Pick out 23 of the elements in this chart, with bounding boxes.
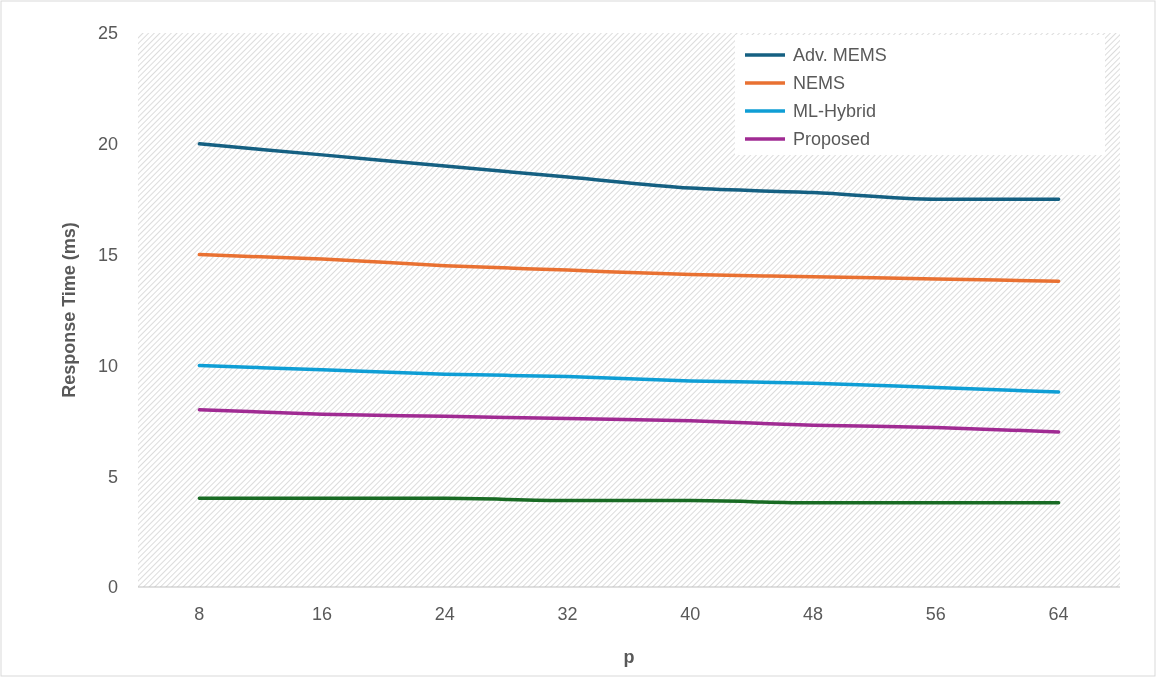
legend-label: NEMS	[793, 73, 846, 94]
x-axis-title: p	[623, 647, 635, 667]
x-tick-label: 8	[194, 604, 205, 624]
x-tick-label: 48	[803, 604, 824, 624]
line-series	[197, 252, 1061, 283]
y-tick-label: 10	[97, 355, 118, 376]
y-tick-label: 0	[107, 577, 118, 598]
legend-label: Adv. MEMS	[793, 45, 887, 66]
x-tick-label: 40	[680, 604, 701, 624]
y-tick-label: 20	[97, 134, 118, 155]
x-tick-label: 24	[434, 604, 455, 624]
x-tick-label: 56	[925, 604, 946, 624]
x-tick-label: 16	[312, 604, 333, 624]
legend-label: Proposed	[793, 129, 871, 150]
x-tick-label: 64	[1048, 604, 1069, 624]
x-tick-label: 32	[557, 604, 578, 624]
line-series	[197, 407, 1061, 434]
y-tick-label: 5	[107, 466, 118, 487]
y-axis-title: Response Time (ms)	[59, 222, 79, 398]
legend-label: ML-Hybrid	[793, 101, 877, 122]
line-series	[197, 363, 1061, 394]
y-tick-label: 15	[97, 244, 118, 265]
y-tick-label: 25	[97, 23, 118, 44]
